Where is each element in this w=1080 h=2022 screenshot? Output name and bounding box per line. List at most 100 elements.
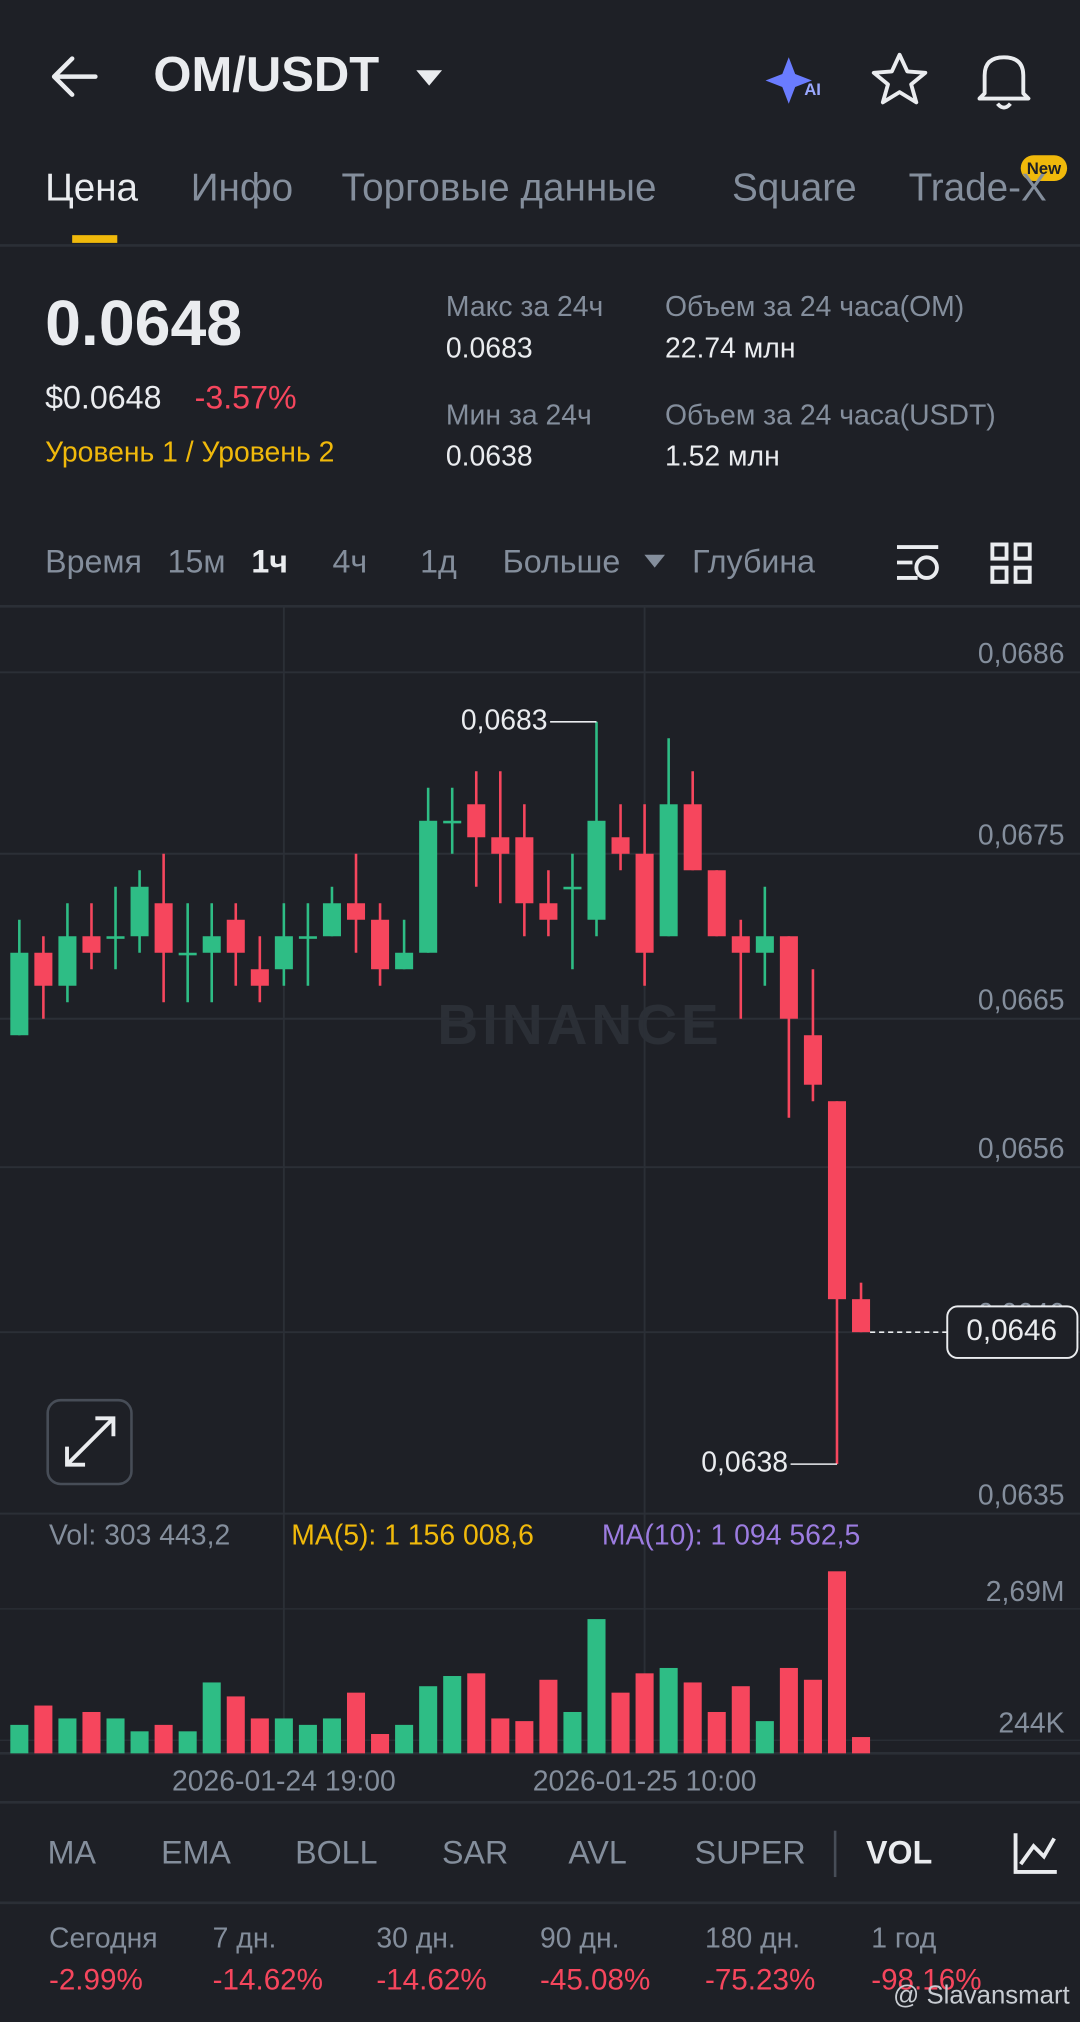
volume-bar	[827, 1571, 847, 1754]
volume-bar	[419, 1686, 438, 1754]
new-badge-bg	[1020, 155, 1068, 182]
volume-bar	[250, 1718, 269, 1754]
volume-bar	[34, 1705, 53, 1754]
candle-body	[130, 886, 149, 937]
candle-body	[707, 870, 726, 937]
volume-bar	[395, 1724, 414, 1754]
volume-bar	[659, 1667, 678, 1754]
performance-value: -14.62%	[376, 1963, 486, 1996]
volume-bar	[731, 1686, 750, 1754]
stat-label: Объем за 24 часа(USDT)	[665, 399, 996, 431]
pair-dropdown[interactable]	[416, 70, 443, 86]
candle-body	[395, 952, 414, 970]
volume-bar	[683, 1682, 702, 1754]
candle-body	[587, 820, 606, 920]
stat-value: 22.74 млн	[665, 332, 795, 364]
indicator-tab[interactable]: SUPER	[695, 1835, 806, 1871]
usd-price: $0.0648	[45, 380, 161, 416]
volume-bar	[202, 1682, 221, 1754]
candle-body	[322, 903, 341, 937]
ai-button[interactable]: AI	[765, 57, 821, 104]
volume-bar	[346, 1692, 366, 1754]
candle-body	[755, 936, 774, 953]
volume-bar	[803, 1679, 822, 1754]
chart-settings-button[interactable]	[896, 545, 939, 580]
candle-body	[611, 837, 630, 854]
performance-value: -45.08%	[540, 1963, 650, 1996]
performance-label: 1 год	[871, 1923, 936, 1955]
indicator-tab[interactable]: MA	[48, 1835, 97, 1871]
candle-body	[467, 804, 486, 838]
last-price-label: 0,0646	[966, 1314, 1057, 1347]
volume-legend: MA(10): 1 094 562,5	[602, 1519, 860, 1551]
watermark: BINANCE	[437, 994, 722, 1057]
fullscreen-button[interactable]	[46, 1398, 133, 1486]
interval[interactable]: 4ч	[333, 543, 368, 579]
candle-body	[539, 903, 558, 920]
indicator-tab[interactable]: AVL	[568, 1835, 626, 1871]
tab[interactable]: Цена	[45, 166, 138, 209]
volume-bar	[635, 1673, 654, 1754]
volume-bar	[10, 1724, 29, 1754]
tab[interactable]: Trade-X	[909, 166, 1047, 209]
candle-body	[298, 936, 317, 939]
y-tick-label: 0,0665	[978, 984, 1065, 1016]
candle-body	[82, 936, 101, 953]
volume-bar	[82, 1711, 101, 1754]
pair-title[interactable]: OM/USDT	[153, 48, 379, 102]
y-tick-label: 0,0686	[978, 638, 1065, 670]
indicator-tab[interactable]: EMA	[161, 1835, 231, 1871]
tab[interactable]: Торговые данные	[342, 166, 657, 209]
price-change: -3.57%	[195, 380, 297, 416]
last-price-tag	[946, 1305, 1079, 1359]
indicator-tab[interactable]: VOL	[866, 1835, 932, 1871]
last-price: 0.0648	[45, 287, 242, 359]
active-tab-indicator	[72, 235, 118, 243]
favorite-button[interactable]	[871, 52, 928, 105]
stat-label: Объем за 24 часа(OM)	[665, 291, 964, 323]
performance-label: Сегодня	[49, 1923, 158, 1955]
volume-bar	[130, 1731, 149, 1754]
layout-button[interactable]	[990, 542, 1032, 584]
volume-bar	[587, 1619, 606, 1754]
candle-body	[226, 919, 245, 953]
performance-value: -14.62%	[213, 1963, 323, 1996]
candle-body	[154, 903, 173, 953]
indicator-settings-button[interactable]	[1013, 1833, 1057, 1874]
candle-body	[419, 820, 438, 953]
interval[interactable]: 1ч	[251, 543, 288, 579]
candle-body	[274, 936, 293, 970]
volume-bar	[226, 1696, 245, 1754]
vol-tick-label: 244K	[998, 1707, 1064, 1739]
volume-legend: Vol: 303 443,2	[49, 1519, 230, 1551]
alert-button[interactable]	[977, 55, 1031, 110]
performance-label: 90 дн.	[540, 1923, 619, 1955]
back-button[interactable]	[51, 56, 98, 97]
indicator-tab[interactable]: SAR	[442, 1835, 508, 1871]
tab[interactable]: Square	[732, 166, 857, 209]
interval[interactable]: 1д	[420, 543, 457, 579]
annotation-label: 0,0683	[461, 704, 548, 736]
performance-value: -2.99%	[49, 1963, 143, 1996]
interval[interactable]: 15м	[168, 543, 226, 579]
more-dropdown[interactable]	[644, 554, 666, 568]
x-tick-label: 2026-01-24 19:00	[172, 1765, 396, 1797]
indicator-tab[interactable]: BOLL	[295, 1835, 377, 1871]
y-tick-label: 0,0656	[978, 1133, 1065, 1165]
interval[interactable]: Глубина	[692, 543, 815, 579]
interval: Время	[45, 543, 142, 579]
volume-bar	[852, 1737, 871, 1754]
tab[interactable]: Инфо	[191, 166, 293, 209]
candle-body	[683, 804, 702, 871]
stat-value: 1.52 млн	[665, 441, 780, 473]
candle-body	[178, 952, 197, 956]
candle-body	[346, 903, 366, 920]
y-tick-label: 0,0635	[978, 1479, 1065, 1511]
x-tick-label: 2026-01-25 10:00	[533, 1765, 757, 1797]
level: Уровень 1 / Уровень 2	[45, 437, 334, 469]
volume-bar	[563, 1711, 582, 1754]
volume-bar	[371, 1734, 390, 1754]
volume-bar	[467, 1673, 486, 1754]
interval[interactable]: Больше	[503, 543, 621, 579]
volume-bar	[274, 1718, 293, 1754]
